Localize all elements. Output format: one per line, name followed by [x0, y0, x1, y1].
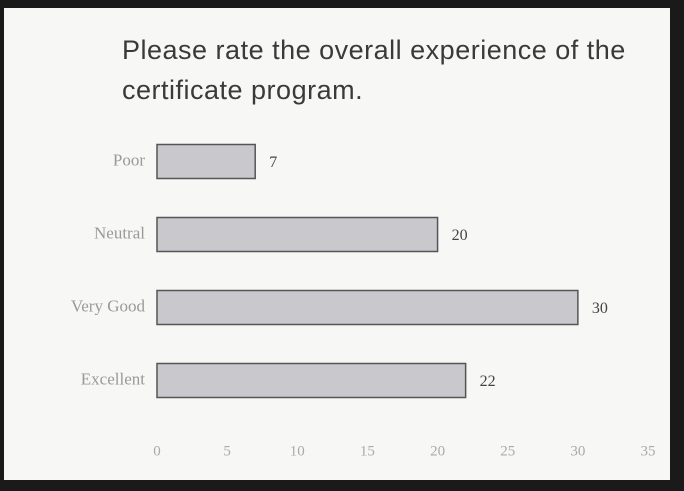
bar	[156, 362, 467, 399]
x-tick-label: 5	[223, 443, 231, 459]
value-label: 30	[592, 300, 608, 317]
x-tick-label: 10	[290, 443, 305, 459]
bar	[156, 143, 256, 180]
value-label: 7	[269, 154, 277, 171]
x-tick-label: 20	[430, 443, 445, 459]
x-tick-label: 35	[641, 443, 656, 459]
x-tick-label: 0	[153, 443, 161, 459]
y-tick-label: Very Good	[71, 296, 146, 315]
bar	[156, 216, 439, 253]
chart-title: Please rate the overall experience of th…	[122, 35, 626, 105]
y-tick-label: Excellent	[81, 369, 145, 388]
bar	[156, 289, 579, 326]
value-label: 20	[452, 227, 468, 244]
y-tick-label: Neutral	[94, 223, 145, 242]
y-tick-label: Poor	[113, 150, 145, 169]
x-tick-label: 25	[500, 443, 515, 459]
x-tick-label: 30	[570, 443, 585, 459]
value-label: 22	[480, 373, 496, 390]
x-tick-label: 15	[360, 443, 375, 459]
